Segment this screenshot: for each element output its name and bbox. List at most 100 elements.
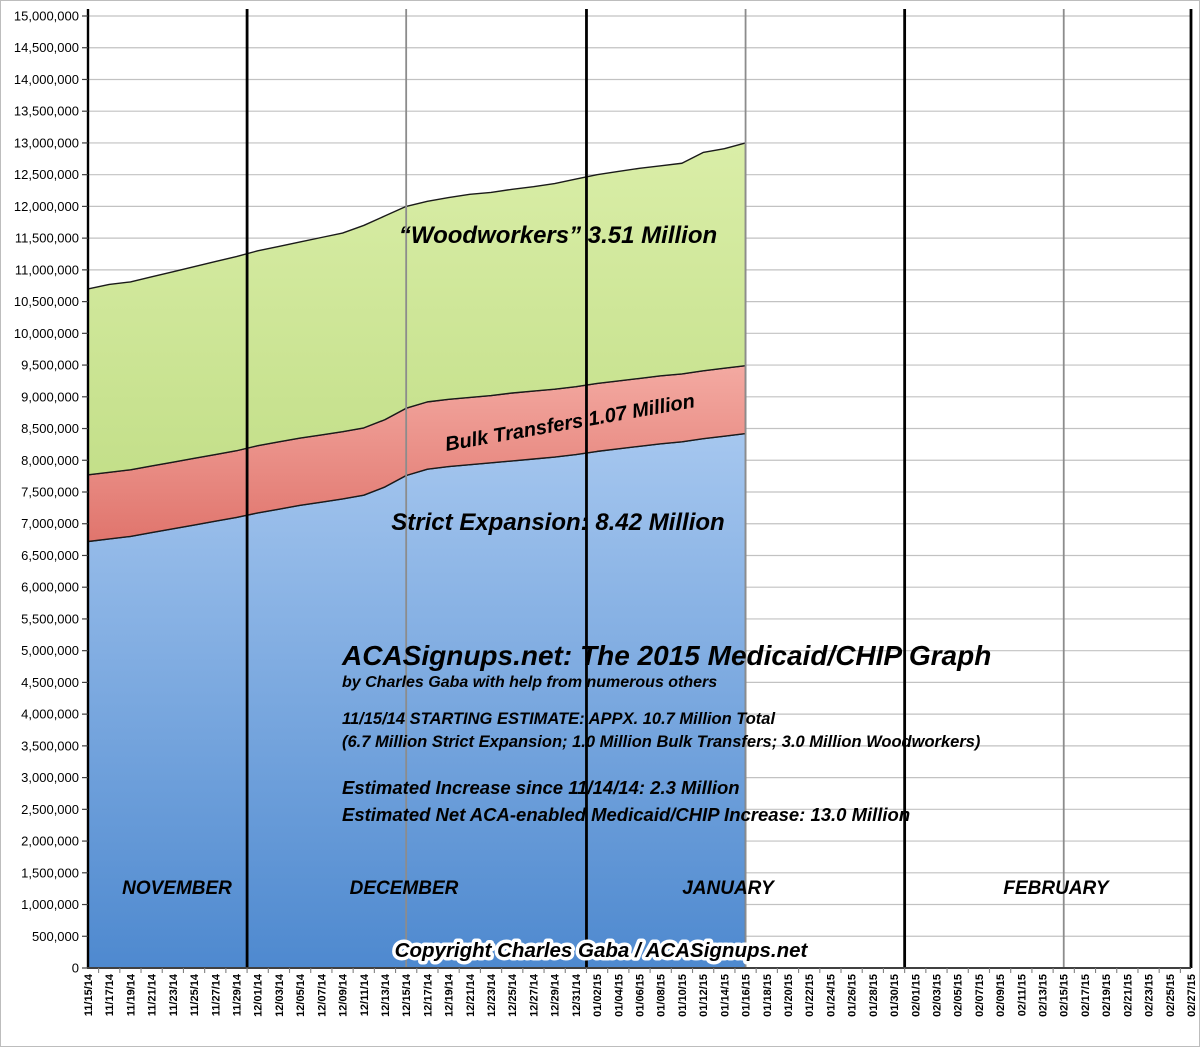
month-label-december: DECEMBER [350,878,459,899]
svg-text:2,500,000: 2,500,000 [21,802,79,817]
svg-text:01/10/15: 01/10/15 [677,974,689,1017]
svg-text:02/21/15: 02/21/15 [1122,974,1134,1017]
svg-text:12/05/14: 12/05/14 [295,973,307,1017]
svg-text:02/09/15: 02/09/15 [995,974,1007,1017]
svg-text:12,500,000: 12,500,000 [14,167,79,182]
copyright-note: Copyright Charles Gaba / ACASignups.net [395,939,809,962]
svg-text:7,500,000: 7,500,000 [21,485,79,500]
starting-estimate-line1: 11/15/14 STARTING ESTIMATE: APPX. 10.7 M… [342,710,775,728]
svg-text:01/26/15: 01/26/15 [847,974,859,1017]
svg-text:11/27/14: 11/27/14 [210,973,222,1016]
svg-text:12/03/14: 12/03/14 [274,973,286,1017]
svg-text:01/04/15: 01/04/15 [613,974,625,1017]
svg-text:5,000,000: 5,000,000 [21,643,79,658]
svg-text:12/27/14: 12/27/14 [528,973,540,1017]
svg-text:02/27/15: 02/27/15 [1186,974,1198,1017]
chart-subtitle: by Charles Gaba with help from numerous … [342,674,717,691]
svg-text:6,000,000: 6,000,000 [21,580,79,595]
svg-text:15,000,000: 15,000,000 [14,9,79,24]
svg-text:02/19/15: 02/19/15 [1101,974,1113,1017]
svg-text:12/09/14: 12/09/14 [338,973,350,1017]
svg-text:11,000,000: 11,000,000 [15,262,79,277]
svg-text:8,500,000: 8,500,000 [21,421,79,436]
svg-text:02/03/15: 02/03/15 [931,974,943,1017]
svg-text:3,500,000: 3,500,000 [21,738,79,753]
svg-text:500,000: 500,000 [32,929,79,944]
svg-text:02/05/15: 02/05/15 [953,974,965,1017]
svg-text:01/20/15: 01/20/15 [783,974,795,1017]
svg-text:12,000,000: 12,000,000 [14,199,79,214]
axes [82,9,1191,973]
starting-estimate-line2: (6.7 Million Strict Expansion; 1.0 Milli… [342,733,981,751]
svg-text:12/07/14: 12/07/14 [316,973,328,1017]
svg-text:02/11/15: 02/11/15 [1016,974,1028,1016]
svg-text:02/13/15: 02/13/15 [1038,974,1050,1017]
svg-text:14,000,000: 14,000,000 [14,72,79,87]
svg-text:4,500,000: 4,500,000 [21,675,79,690]
svg-text:12/25/14: 12/25/14 [507,973,519,1017]
svg-text:6,500,000: 6,500,000 [21,548,79,563]
svg-text:12/19/14: 12/19/14 [444,973,456,1017]
svg-text:12/11/14: 12/11/14 [359,973,371,1016]
svg-text:12/17/14: 12/17/14 [422,973,434,1017]
svg-text:12/31/14: 12/31/14 [571,973,583,1017]
svg-text:11/23/14: 11/23/14 [168,973,180,1016]
svg-text:1,000,000: 1,000,000 [21,897,79,912]
svg-text:12/15/14: 12/15/14 [401,973,413,1017]
svg-text:12/23/14: 12/23/14 [486,973,498,1017]
svg-text:02/01/15: 02/01/15 [910,974,922,1017]
svg-text:12/01/14: 12/01/14 [253,973,265,1017]
svg-text:02/23/15: 02/23/15 [1144,974,1156,1017]
svg-text:01/08/15: 01/08/15 [656,974,668,1017]
text-layer: “Woodworkers” 3.51 Million Bulk Transfer… [122,222,1111,966]
svg-text:8,000,000: 8,000,000 [21,453,79,468]
svg-text:12/13/14: 12/13/14 [380,973,392,1017]
svg-text:02/15/15: 02/15/15 [1059,974,1071,1017]
x-axis-labels: 11/15/14 11/17/14 11/19/14 11/21/14 11/23/14… [83,973,1198,1017]
svg-text:3,000,000: 3,000,000 [21,770,79,785]
svg-text:02/25/15: 02/25/15 [1165,974,1177,1017]
svg-text:01/24/15: 01/24/15 [825,974,837,1017]
svg-text:11/29/14: 11/29/14 [231,973,243,1016]
svg-text:01/02/15: 01/02/15 [592,974,604,1017]
svg-text:01/22/15: 01/22/15 [804,974,816,1017]
svg-text:9,000,000: 9,000,000 [21,389,79,404]
estimated-net-increase-note: Estimated Net ACA-enabled Medicaid/CHIP … [342,804,910,825]
month-label-february: FEBRUARY [1003,878,1111,899]
svg-text:14,500,000: 14,500,000 [14,40,79,55]
month-label-november: NOVEMBER [122,878,232,899]
svg-text:11/19/14: 11/19/14 [125,973,137,1016]
area-bands [87,142,747,969]
svg-text:01/14/15: 01/14/15 [719,974,731,1017]
estimated-increase-note: Estimated Increase since 11/14/14: 2.3 M… [342,777,740,798]
svg-text:01/06/15: 01/06/15 [635,974,647,1017]
svg-text:10,000,000: 10,000,000 [14,326,79,341]
svg-text:12/29/14: 12/29/14 [550,973,562,1017]
chart-title: ACASignups.net: The 2015 Medicaid/CHIP G… [341,640,991,671]
svg-text:11/21/14: 11/21/14 [147,973,159,1016]
svg-text:01/12/15: 01/12/15 [698,974,710,1017]
label-woodworkers: “Woodworkers” 3.51 Million [399,222,717,249]
svg-text:0: 0 [72,961,79,976]
svg-text:01/16/15: 01/16/15 [741,974,753,1017]
month-label-january: JANUARY [682,878,776,899]
svg-text:02/07/15: 02/07/15 [974,974,986,1017]
svg-text:4,000,000: 4,000,000 [21,707,79,722]
svg-text:12/21/14: 12/21/14 [465,973,477,1017]
svg-text:13,500,000: 13,500,000 [14,104,79,119]
svg-text:1,500,000: 1,500,000 [21,865,79,880]
svg-text:11/15/14: 11/15/14 [83,973,95,1016]
grid-vertical [245,9,1193,968]
svg-text:11,500,000: 11,500,000 [15,231,79,246]
svg-text:01/28/15: 01/28/15 [868,974,880,1017]
svg-text:01/18/15: 01/18/15 [762,974,774,1017]
svg-text:13,000,000: 13,000,000 [14,135,79,150]
svg-text:01/30/15: 01/30/15 [889,974,901,1017]
svg-text:5,500,000: 5,500,000 [21,611,79,626]
svg-text:7,000,000: 7,000,000 [21,516,79,531]
y-axis-labels: 0 500,000 1,000,000 1,500,000 2,000,000 2,500… [14,9,79,976]
svg-text:9,500,000: 9,500,000 [21,358,79,373]
svg-text:10,500,000: 10,500,000 [14,294,79,309]
